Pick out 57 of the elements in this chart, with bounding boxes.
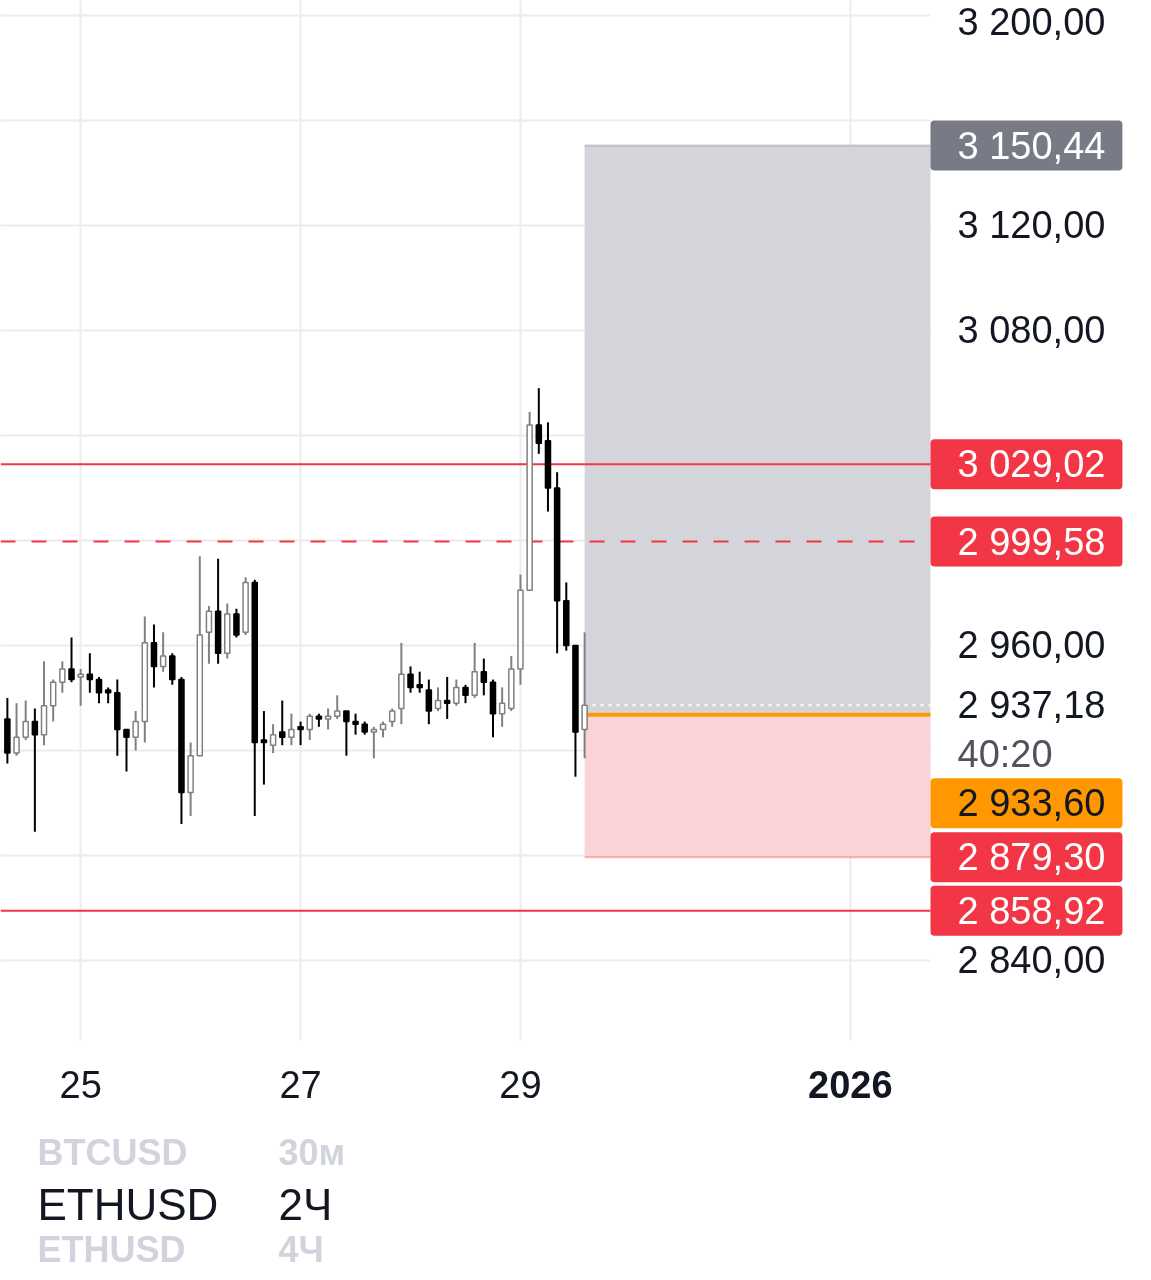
candlestick: [77, 668, 84, 707]
x-tick-label: 2026: [808, 1063, 893, 1106]
ref-line-label: 2 879,30: [957, 836, 1106, 879]
candlestick: [480, 657, 488, 697]
candlestick: [269, 723, 277, 755]
candlestick: [352, 712, 359, 736]
candlestick: [22, 699, 29, 741]
y-tick-label: 3 200,00: [957, 0, 1106, 43]
candlestick: [343, 710, 350, 757]
text: ETHUSD: [37, 1180, 219, 1229]
candlestick: [453, 678, 460, 707]
x-tick-label: 27: [279, 1063, 322, 1106]
candlestick: [498, 686, 506, 728]
ref-line-label: 3 150,44: [957, 124, 1106, 167]
candlestick: [169, 652, 176, 686]
candlestick: [443, 675, 451, 720]
candlestick: [233, 607, 240, 639]
ref-line-label: 3 029,02: [957, 443, 1106, 486]
candlestick: [49, 678, 57, 723]
y-tick-label: 3 080,00: [957, 309, 1106, 352]
candlestick: [333, 694, 341, 720]
x-tick-label: 25: [59, 1063, 102, 1106]
candlestick: [306, 712, 314, 741]
candlestick: [159, 631, 167, 673]
y-tick-label: 2 840,00: [957, 939, 1106, 982]
candlestick: [205, 605, 213, 665]
text: 2Ч: [278, 1180, 333, 1229]
ref-line-label: 2 858,92: [957, 889, 1106, 932]
candlestick: [370, 725, 378, 760]
candlestick: [297, 720, 304, 747]
candlestick: [123, 728, 130, 773]
candlestick: [434, 686, 442, 713]
candlestick: [132, 710, 139, 752]
candlestick: [68, 636, 75, 684]
y-tick-label: 3 120,00: [957, 204, 1106, 247]
text: 40:20: [957, 733, 1053, 776]
candlestick: [388, 707, 396, 728]
y-tick-label: 2 960,00: [957, 624, 1106, 667]
candlestick: [407, 665, 414, 694]
candlestick: [150, 623, 158, 689]
candlestick: [324, 707, 332, 731]
candlestick: [95, 675, 103, 705]
candlestick: [13, 702, 20, 757]
candlestick: [471, 641, 478, 699]
ref-line-label: 2 937,18: [957, 684, 1106, 727]
candlestick: [288, 712, 295, 747]
candlestick: [59, 660, 66, 694]
ref-line-label: 2 933,60: [957, 782, 1106, 825]
candlestick: [535, 387, 543, 455]
candlestick: [462, 683, 469, 705]
candlestick: [260, 710, 268, 786]
candlestick: [416, 670, 423, 694]
candlestick: [425, 678, 433, 726]
candlestick: [278, 699, 286, 747]
candlestick: [31, 707, 39, 833]
x-tick-label: 29: [499, 1063, 542, 1106]
ref-line-label: 2 999,58: [957, 520, 1106, 563]
